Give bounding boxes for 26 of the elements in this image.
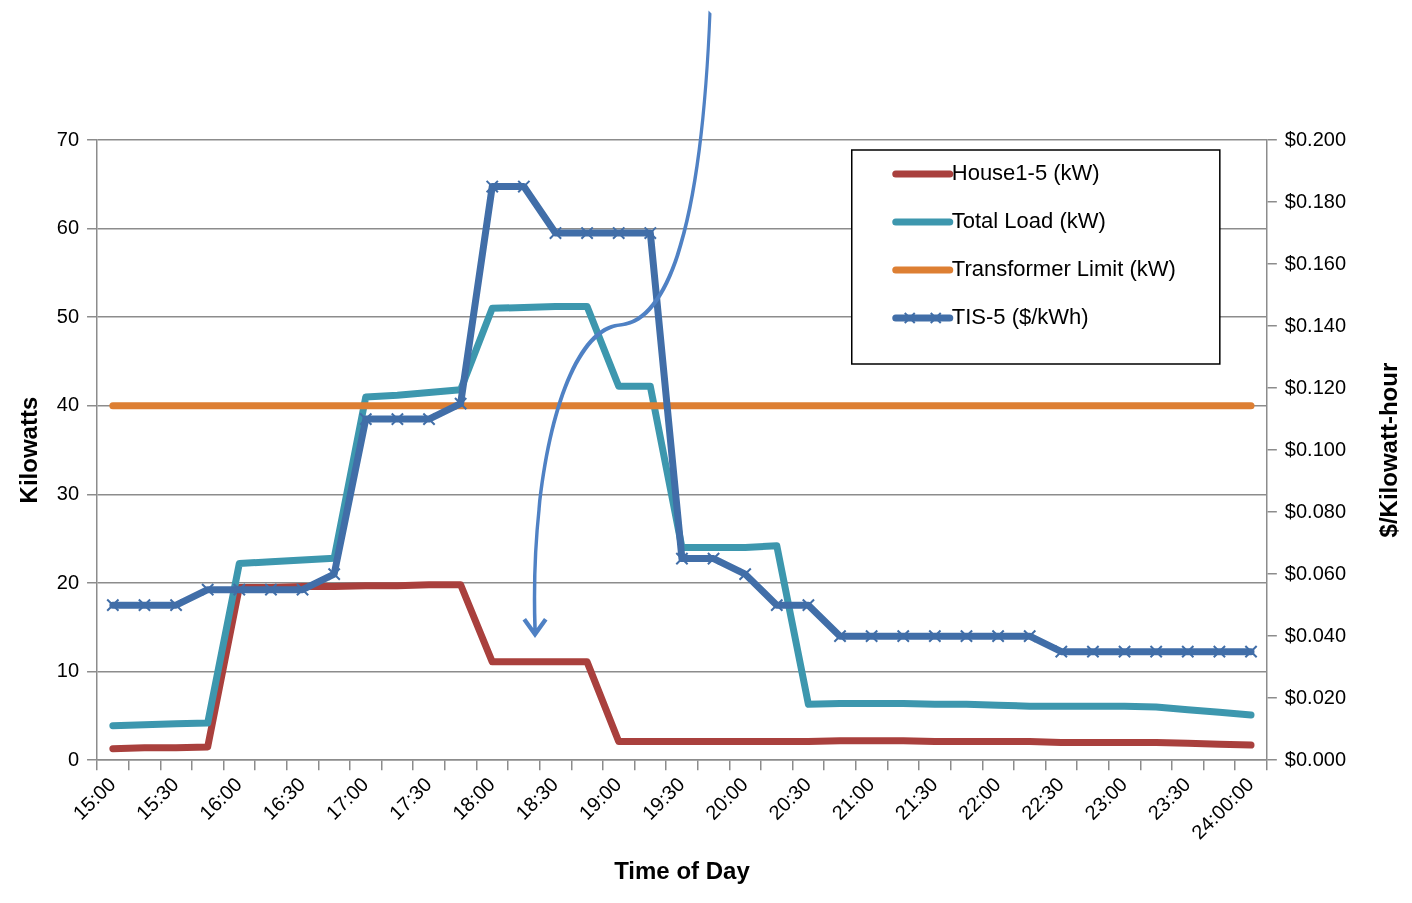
y-tick-label: 10 bbox=[56, 659, 80, 682]
legend-label: Total Load (kW) bbox=[951, 208, 1106, 234]
y-tick-label: 30 bbox=[56, 481, 80, 504]
y2-tick-label: $0.100 bbox=[1284, 437, 1346, 460]
y2-tick-label: $0.120 bbox=[1284, 375, 1346, 398]
y-tick-label: 20 bbox=[56, 570, 80, 593]
y-axis-title: Kilowatts bbox=[15, 396, 43, 504]
y2-tick-label: $0.080 bbox=[1284, 499, 1346, 522]
y-tick-label: 50 bbox=[56, 304, 80, 327]
y-tick-label: 0 bbox=[67, 747, 80, 770]
y-tick-label: 60 bbox=[56, 216, 80, 239]
y2-tick-label: $0.060 bbox=[1284, 561, 1346, 584]
y-tick-label: 40 bbox=[56, 393, 80, 416]
y2-tick-label: $0.040 bbox=[1284, 623, 1346, 646]
y2-tick-label: $0.000 bbox=[1284, 747, 1346, 770]
legend-label: Transformer Limit (kW) bbox=[951, 256, 1176, 282]
y2-tick-label: $0.160 bbox=[1284, 251, 1346, 274]
y2-tick-label: $0.140 bbox=[1284, 313, 1346, 336]
y2-axis-title: $/Kilowatt-hour bbox=[1374, 362, 1402, 538]
legend-label: TIS-5 ($/kWh) bbox=[951, 304, 1089, 330]
y2-tick-label: $0.200 bbox=[1284, 127, 1346, 150]
legend-label: House1-5 (kW) bbox=[951, 160, 1100, 186]
y2-tick-label: $0.020 bbox=[1284, 685, 1346, 708]
y-tick-label: 70 bbox=[56, 127, 80, 150]
y2-tick-label: $0.180 bbox=[1284, 189, 1346, 212]
x-axis-title: Time of Day bbox=[614, 857, 751, 885]
